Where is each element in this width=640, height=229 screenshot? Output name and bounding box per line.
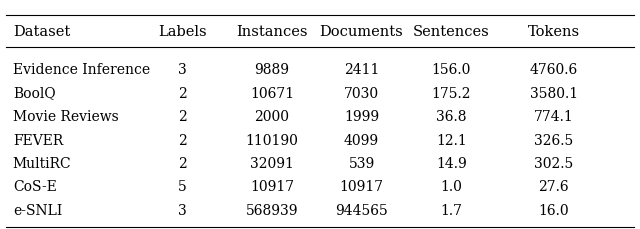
Text: 2: 2 <box>178 133 187 147</box>
Text: Tokens: Tokens <box>527 25 580 39</box>
Text: 302.5: 302.5 <box>534 156 573 170</box>
Text: Dataset: Dataset <box>13 25 70 39</box>
Text: 36.8: 36.8 <box>436 110 467 123</box>
Text: 10671: 10671 <box>250 86 294 100</box>
Text: 156.0: 156.0 <box>431 63 471 77</box>
Text: 10917: 10917 <box>250 180 294 194</box>
Text: CoS-E: CoS-E <box>13 180 57 194</box>
Text: 3580.1: 3580.1 <box>529 86 578 100</box>
Text: 2: 2 <box>178 110 187 123</box>
Text: 1.7: 1.7 <box>440 203 462 217</box>
Text: 2000: 2000 <box>255 110 289 123</box>
Text: 16.0: 16.0 <box>538 203 569 217</box>
Text: 7030: 7030 <box>344 86 379 100</box>
Text: 3: 3 <box>178 203 187 217</box>
Text: 4099: 4099 <box>344 133 379 147</box>
Text: FEVER: FEVER <box>13 133 63 147</box>
Text: 1.0: 1.0 <box>440 180 462 194</box>
Text: 110190: 110190 <box>246 133 298 147</box>
Text: 3: 3 <box>178 63 187 77</box>
Text: 774.1: 774.1 <box>534 110 573 123</box>
Text: Documents: Documents <box>320 25 403 39</box>
Text: 326.5: 326.5 <box>534 133 573 147</box>
Text: 944565: 944565 <box>335 203 388 217</box>
Text: 568939: 568939 <box>246 203 298 217</box>
Text: Evidence Inference: Evidence Inference <box>13 63 150 77</box>
Text: Movie Reviews: Movie Reviews <box>13 110 118 123</box>
Text: 12.1: 12.1 <box>436 133 467 147</box>
Text: 4760.6: 4760.6 <box>529 63 578 77</box>
Text: MultiRC: MultiRC <box>13 156 72 170</box>
Text: 2411: 2411 <box>344 63 380 77</box>
Text: 175.2: 175.2 <box>431 86 471 100</box>
Text: 9889: 9889 <box>255 63 289 77</box>
Text: BoolQ: BoolQ <box>13 86 56 100</box>
Text: 10917: 10917 <box>340 180 383 194</box>
Text: e-SNLI: e-SNLI <box>13 203 62 217</box>
Text: Sentences: Sentences <box>413 25 490 39</box>
Text: 5: 5 <box>178 180 187 194</box>
Text: 539: 539 <box>348 156 375 170</box>
Text: Instances: Instances <box>236 25 308 39</box>
Text: 2: 2 <box>178 86 187 100</box>
Text: 32091: 32091 <box>250 156 294 170</box>
Text: 2: 2 <box>178 156 187 170</box>
Text: Labels: Labels <box>158 25 207 39</box>
Text: 14.9: 14.9 <box>436 156 467 170</box>
Text: 27.6: 27.6 <box>538 180 569 194</box>
Text: 1999: 1999 <box>344 110 379 123</box>
